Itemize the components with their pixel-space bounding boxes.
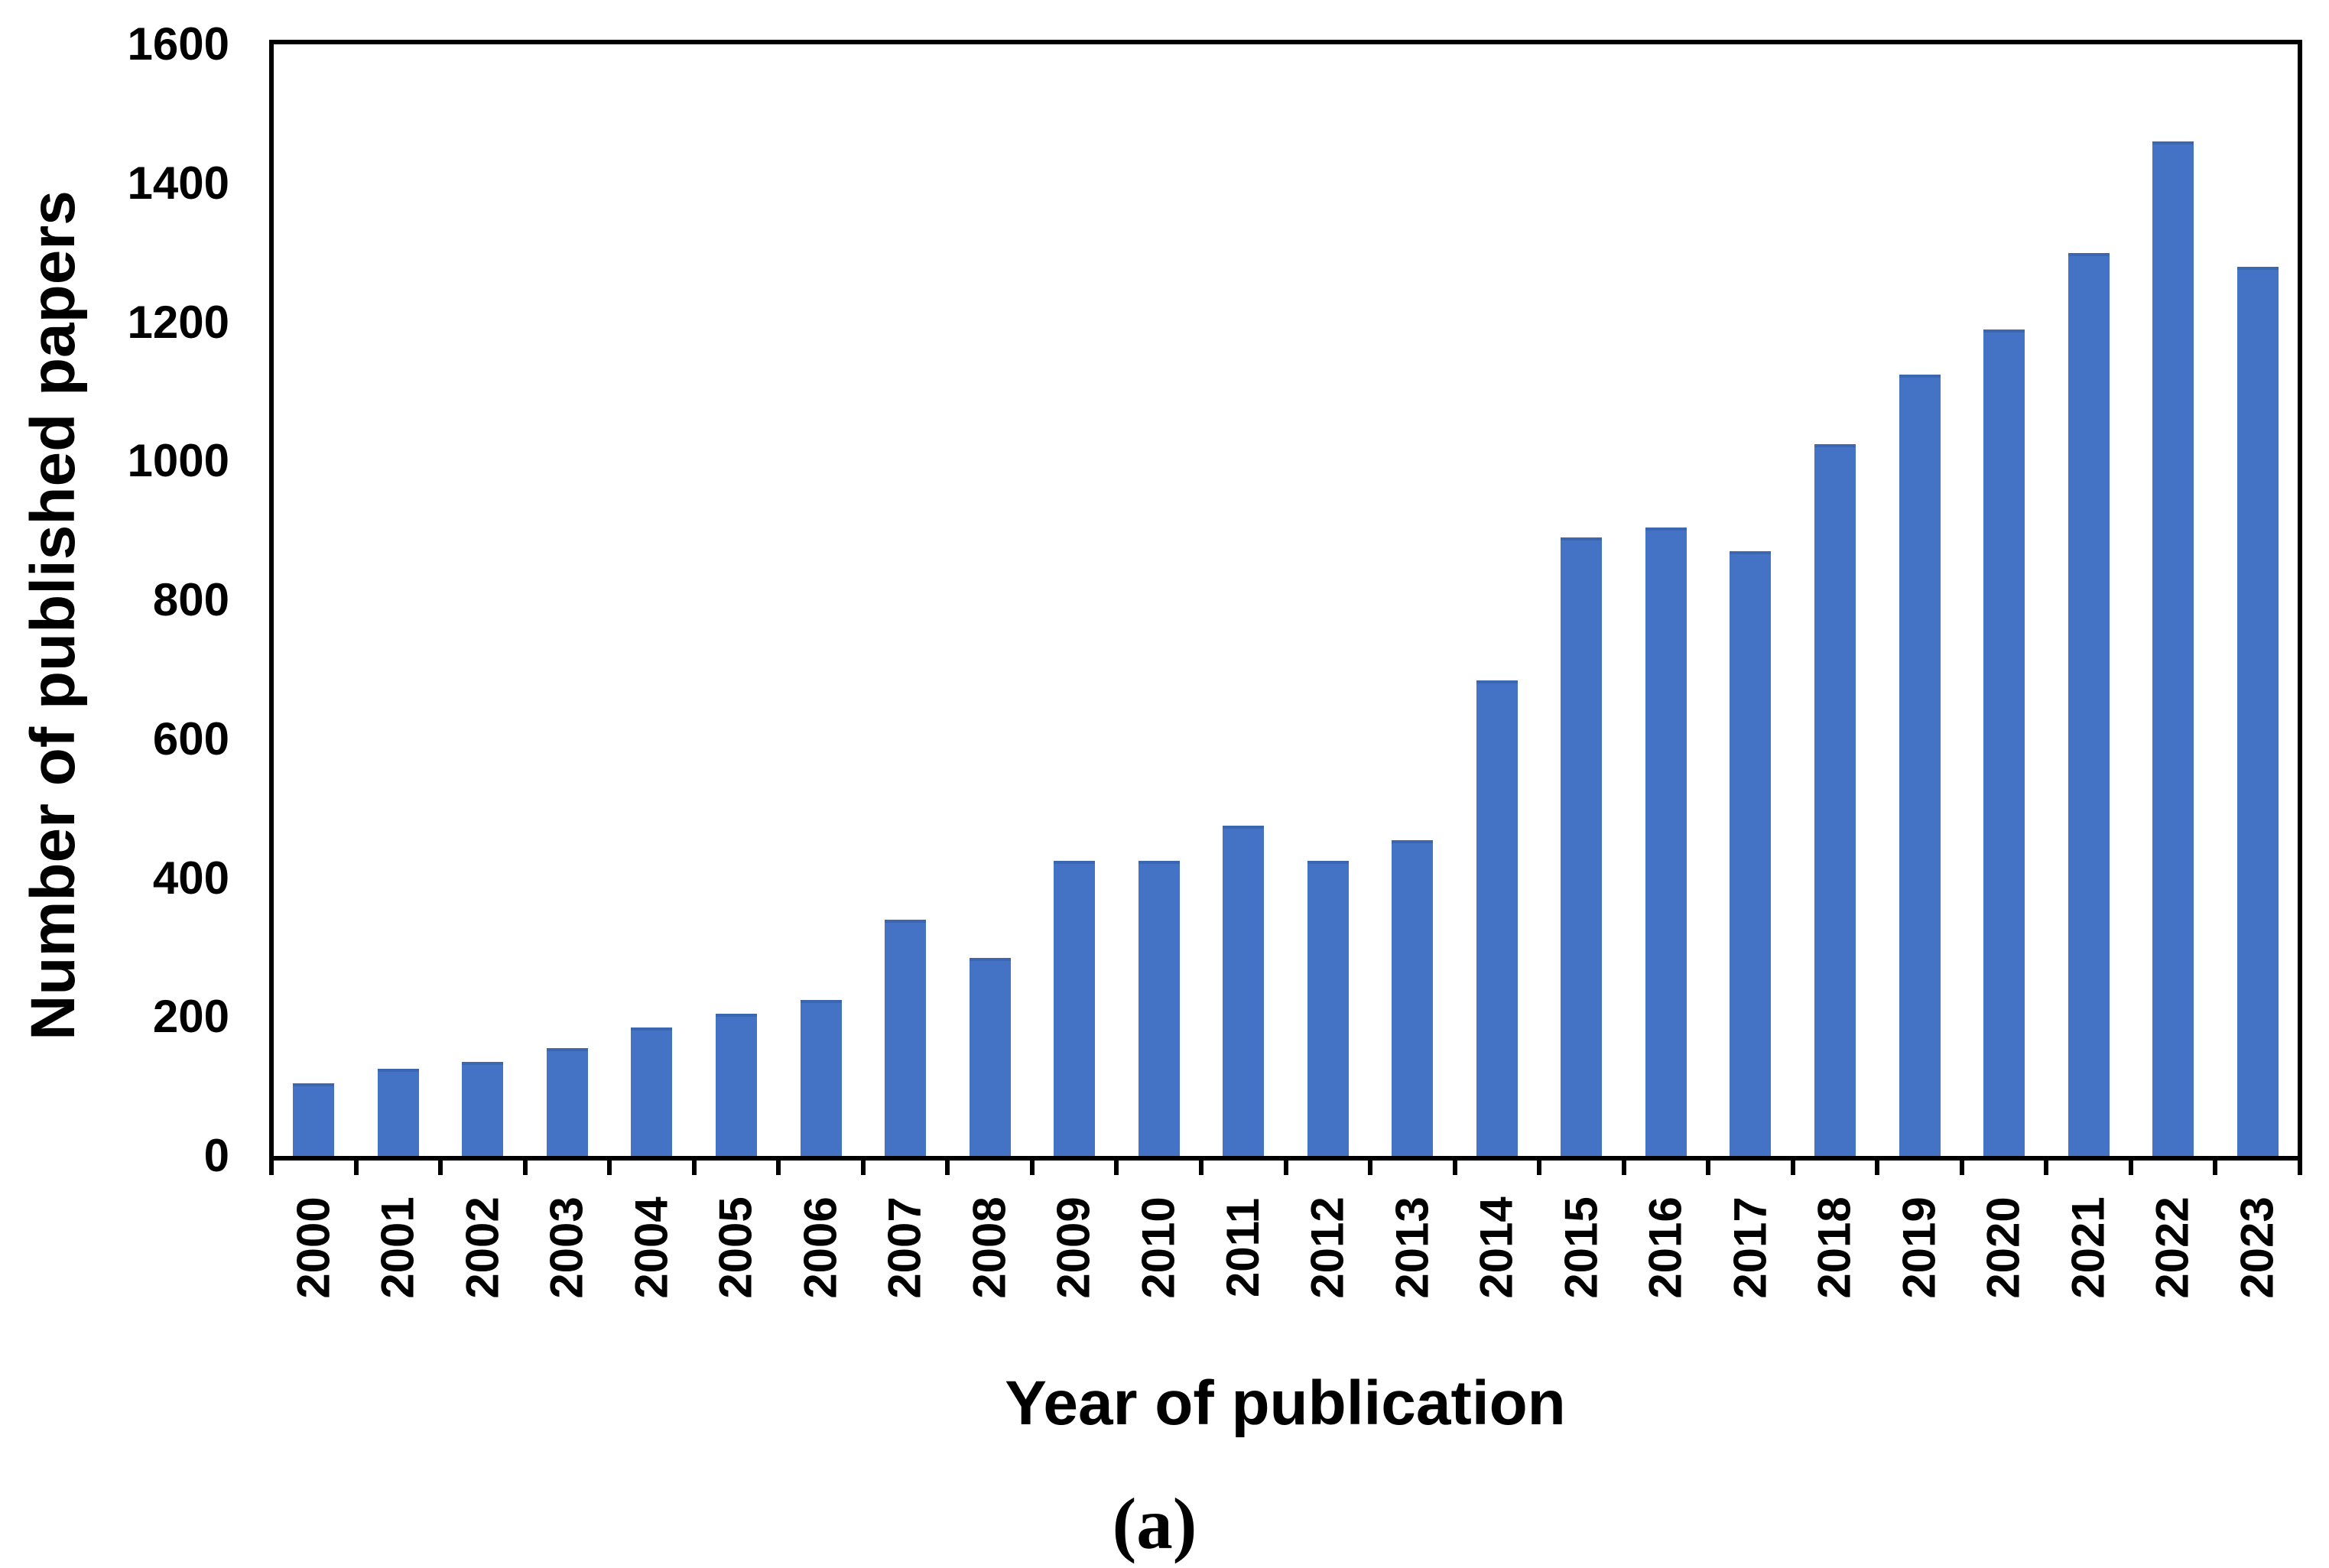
- bar-2019: [1899, 375, 1941, 1156]
- x-tick-label-text: 2023: [2231, 1196, 2283, 1299]
- x-tick-label-text: 2019: [1893, 1196, 1945, 1299]
- bar-2006: [800, 1000, 842, 1156]
- x-tick-label-text: 2004: [625, 1196, 677, 1299]
- x-tick: [691, 1161, 697, 1175]
- x-tick: [1959, 1161, 1964, 1175]
- bar-2001: [377, 1069, 419, 1156]
- y-tick-label-200: 200: [152, 991, 229, 1043]
- y-tick-label-800: 800: [152, 574, 229, 625]
- bar-2012: [1307, 861, 1349, 1156]
- bar-2009: [1054, 861, 1096, 1156]
- bar-2022: [2152, 141, 2194, 1156]
- y-tick-label-1400: 1400: [127, 157, 229, 209]
- x-tick-label-text: 2000: [287, 1196, 339, 1299]
- y-tick-label-0: 0: [203, 1130, 229, 1181]
- bar-2010: [1138, 861, 1180, 1156]
- x-tick: [1283, 1161, 1288, 1175]
- x-tick: [2298, 1161, 2302, 1175]
- x-tick-label-text: 2018: [1809, 1196, 1861, 1299]
- bar-2004: [631, 1027, 673, 1156]
- x-tick: [438, 1161, 443, 1175]
- x-tick: [607, 1161, 612, 1175]
- x-tick-label-text: 2006: [794, 1196, 846, 1299]
- x-tick: [1790, 1161, 1795, 1175]
- x-tick-label-text: 2010: [1132, 1196, 1184, 1299]
- x-tick-label-text: 2001: [372, 1196, 424, 1299]
- figure-caption: (a): [1112, 1483, 1197, 1564]
- x-tick-label-text: 2008: [963, 1196, 1015, 1299]
- x-tick-label-text: 2007: [879, 1196, 931, 1299]
- x-tick-label-text: 2003: [541, 1196, 593, 1299]
- x-tick: [1875, 1161, 1880, 1175]
- bar-2014: [1476, 680, 1518, 1156]
- x-tick-label-text: 2016: [1639, 1196, 1691, 1299]
- x-tick-label-text: 2021: [2062, 1196, 2114, 1299]
- y-tick-label-1200: 1200: [127, 296, 229, 348]
- x-tick: [2213, 1161, 2218, 1175]
- plot-area: [269, 40, 2302, 1161]
- x-tick-label-text: 2014: [1470, 1196, 1522, 1299]
- bar-2011: [1223, 826, 1265, 1156]
- bar-2013: [1392, 840, 1434, 1156]
- x-tick-label-2023: 2023: [2197, 1187, 2319, 1309]
- x-tick: [2044, 1161, 2049, 1175]
- x-tick: [776, 1161, 781, 1175]
- y-tick-label-1600: 1600: [127, 18, 229, 70]
- bar-2023: [2236, 267, 2279, 1156]
- bar-2020: [1983, 330, 2025, 1156]
- y-tick-label-1000: 1000: [127, 435, 229, 487]
- x-tick: [353, 1161, 359, 1175]
- x-tick-label-text: 2005: [710, 1196, 762, 1299]
- x-tick-label-text: 2022: [2147, 1196, 2199, 1299]
- x-tick: [1706, 1161, 1711, 1175]
- bar-2003: [546, 1048, 588, 1156]
- x-tick: [1029, 1161, 1035, 1175]
- y-tick-label-600: 600: [152, 713, 229, 765]
- x-tick-label-text: 2012: [1301, 1196, 1353, 1299]
- bar-2015: [1561, 537, 1603, 1156]
- x-tick: [1537, 1161, 1542, 1175]
- bar-2017: [1730, 551, 1772, 1156]
- x-tick-label-text: 2013: [1386, 1196, 1438, 1299]
- x-tick: [2128, 1161, 2133, 1175]
- x-tick-label-text: 2015: [1555, 1196, 1607, 1299]
- x-tick: [1452, 1161, 1457, 1175]
- bar-2000: [293, 1083, 335, 1156]
- bar-2016: [1645, 528, 1687, 1156]
- x-axis-title: Year of publication: [1005, 1368, 1566, 1438]
- x-tick-label-text: 2011: [1217, 1197, 1269, 1298]
- bar-2005: [715, 1014, 757, 1156]
- bar-2018: [1814, 444, 1856, 1156]
- x-tick: [945, 1161, 950, 1175]
- x-tick: [269, 1161, 274, 1175]
- x-tick-label-text: 2009: [1048, 1196, 1100, 1299]
- y-tick-label-400: 400: [152, 852, 229, 904]
- x-tick-label-text: 2020: [1978, 1196, 2030, 1299]
- x-tick: [860, 1161, 866, 1175]
- x-tick: [1621, 1161, 1626, 1175]
- bar-2021: [2068, 253, 2110, 1156]
- x-tick-label-text: 2017: [1724, 1196, 1776, 1299]
- bar-2002: [462, 1062, 504, 1156]
- bar-2008: [969, 958, 1011, 1156]
- x-tick: [1198, 1161, 1203, 1175]
- x-tick-label-text: 2002: [456, 1196, 508, 1299]
- x-tick: [1114, 1161, 1119, 1175]
- x-tick: [522, 1161, 528, 1175]
- bar-2007: [885, 920, 927, 1156]
- x-tick: [1368, 1161, 1373, 1175]
- y-axis-title: Number of published papers: [18, 190, 88, 1040]
